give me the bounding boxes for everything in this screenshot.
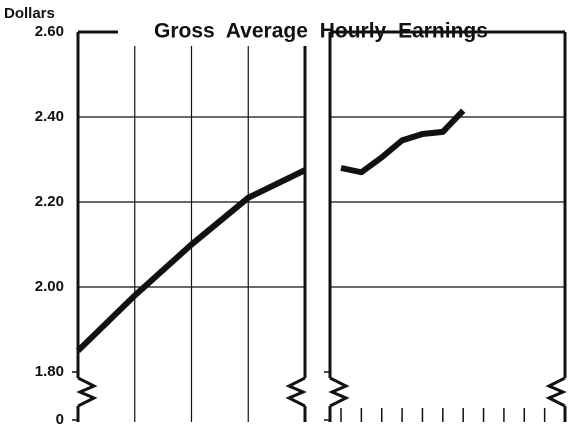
y-tick-label: 0 — [56, 411, 64, 427]
chart-title: Gross Average Hourly Earnings — [154, 20, 488, 43]
y-tick-label: 2.00 — [35, 278, 64, 295]
y-tick-label: 2.20 — [35, 193, 64, 210]
y-tick-label: 2.60 — [35, 23, 64, 40]
line-series — [75, 167, 307, 353]
line-series — [340, 108, 466, 176]
y-tick-label: 1.80 — [35, 363, 64, 380]
y-axis-label: Dollars — [4, 5, 55, 22]
axis-breaks — [76, 376, 567, 408]
y-tick-label: 2.40 — [35, 108, 64, 125]
